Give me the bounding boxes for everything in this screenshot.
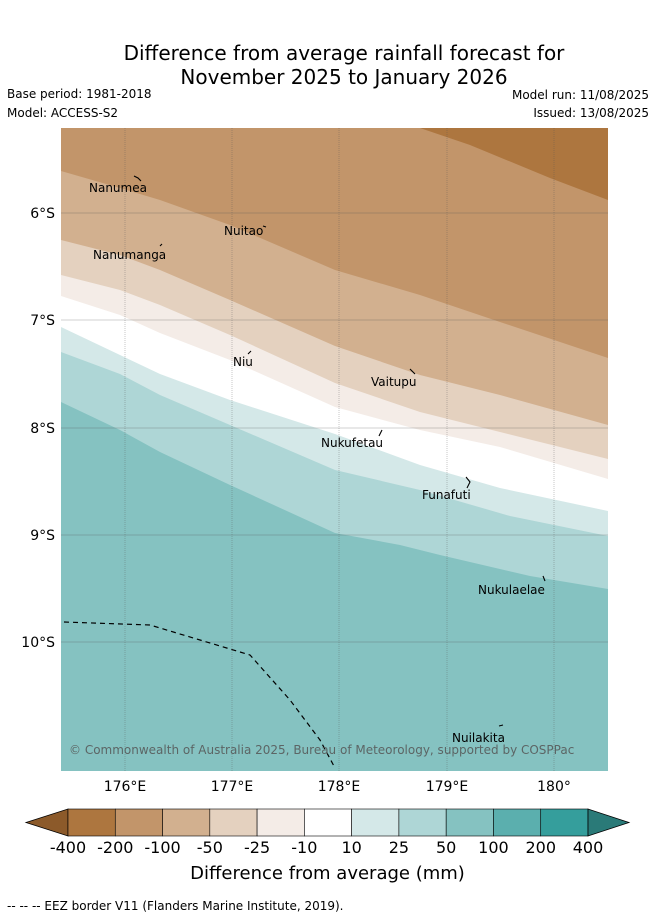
colorbar-extend-low [24,808,69,837]
colorbar-segment [540,808,589,837]
band-minus400-minus200 [420,128,608,200]
colorbar-tick-label: -200 [97,838,133,857]
place-funafuti: Funafuti [422,488,471,502]
nuitao-island [262,225,267,228]
title-line-2: November 2025 to January 2026 [180,65,508,89]
lat-label-8s: 8°S [30,421,55,437]
colorbar-segment [162,808,211,837]
lon-label-179e: 179°E [426,779,469,795]
colorbar-title: Difference from average (mm) [190,863,465,884]
nuilakita-island [498,724,504,727]
place-nuilakita: Nuilakita [452,731,505,745]
copyright-notice: © Commonwealth of Australia 2025, Bureau… [69,743,574,757]
nukufetau-island [378,429,383,437]
longitude-labels: 176°E 177°E 178°E 179°E 180° [104,779,571,795]
place-nuitao: Nuitao [224,224,263,238]
lat-label-10s: 10°S [21,635,55,651]
colorbar-tick-label: 25 [389,838,409,857]
rainfall-bands [61,128,608,771]
colorbar-tick-label: -100 [144,838,180,857]
niu-island [247,350,252,355]
island-shapes [133,175,546,727]
grid-lines [61,128,608,771]
colorbar-segment [256,808,305,837]
colorbar [24,808,631,837]
place-labels: Nanumea Nuitao Nanumanga Niu Vaitupu Nuk… [89,181,545,745]
base-period: Base period: 1981-2018 [7,87,152,101]
colorbar-segment [351,808,400,837]
colorbar-segment [398,808,447,837]
colorbar-tick-label: 10 [341,838,361,857]
model-run: Model run: 11/08/2025 [511,88,649,102]
funafuti-island [465,476,471,489]
lon-label-180: 180° [537,779,571,795]
colorbar-tick-label: 50 [436,838,456,857]
vaitupu-island [409,368,416,375]
place-vaitupu: Vaitupu [371,375,417,389]
colorbar-segment [209,808,258,837]
lat-label-9s: 9°S [30,528,55,544]
colorbar-extend-high [587,808,631,837]
lon-label-178e: 178°E [318,779,361,795]
nukulaelae-island [542,575,546,582]
nanumea-island [133,175,142,182]
colorbar-tick-label: -50 [197,838,223,857]
colorbar-tick-label: 100 [478,838,509,857]
colorbar-tick-label: 200 [525,838,556,857]
place-niu: Niu [233,355,253,369]
latitude-labels: 6°S 7°S 8°S 9°S 10°S [21,206,55,651]
colorbar-tick-label: -25 [244,838,270,857]
place-nukufetau: Nukufetau [321,436,383,450]
colorbar-segment [67,808,116,837]
colorbar-tick-label: -400 [50,838,86,857]
colorbar-segment [493,808,542,837]
lon-label-176e: 176°E [104,779,147,795]
colorbar-tick-labels: -400 -200 -100 -50 -25 -10 10 25 50 100 200 400 [50,838,603,857]
lon-label-177e: 177°E [211,779,254,795]
eez-border-line [63,621,336,769]
nanumanga-island [159,243,163,247]
model-name: Model: ACCESS-S2 [7,106,119,120]
issued-date: Issued: 13/08/2025 [533,106,649,120]
place-nanumanga: Nanumanga [93,248,166,262]
eez-legend-note: -- -- -- EEZ border V11 (Flanders Marine… [7,899,344,913]
place-nukulaelae: Nukulaelae [478,583,545,597]
colorbar-tick-label: 400 [573,838,604,857]
lat-label-6s: 6°S [30,206,55,222]
title-line-1: Difference from average rainfall forecas… [123,41,565,65]
colorbar-segment [114,808,163,837]
colorbar-segment [445,808,494,837]
colorbar-tick-label: -10 [291,838,317,857]
place-nanumea: Nanumea [89,181,147,195]
band-minus200-minus100 [61,128,608,358]
lat-label-7s: 7°S [30,313,55,329]
colorbar-segment [304,808,352,837]
